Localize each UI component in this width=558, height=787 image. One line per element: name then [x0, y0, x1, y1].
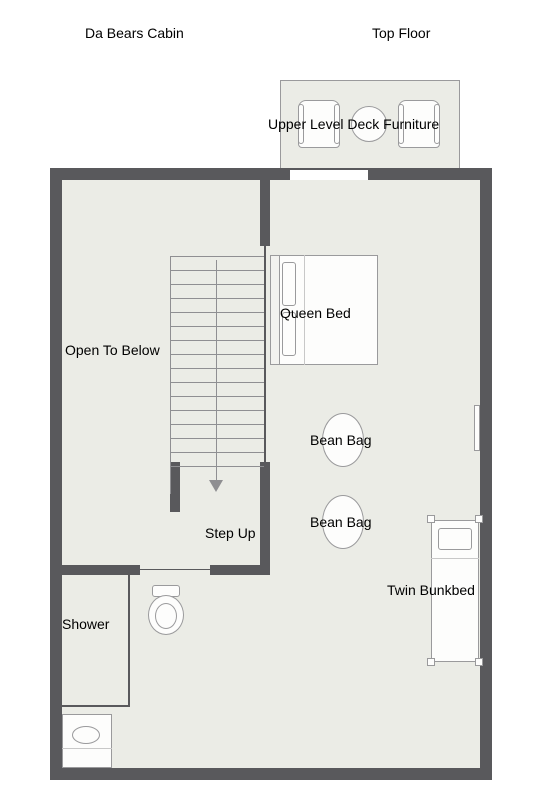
twin-fold [431, 558, 479, 559]
label-bunk: Twin Bunkbed [387, 582, 475, 598]
wall-right [480, 168, 492, 780]
label-bean2: Bean Bag [310, 514, 372, 530]
label-bean1: Bean Bag [310, 432, 372, 448]
label-open: Open To Below [65, 342, 160, 358]
wall-landing-left [170, 462, 180, 512]
twin-pillow [438, 528, 472, 550]
wall-bath-top-right [210, 565, 270, 575]
bath-door-line [140, 569, 210, 570]
wall-stair-right-upper [260, 168, 270, 246]
bunk-post-3 [427, 658, 435, 666]
label-queen: Queen Bed [280, 305, 351, 321]
shower-wall-bottom [62, 705, 130, 707]
wall-stair-right-lower [260, 462, 270, 574]
title-left: Da Bears Cabin [85, 25, 184, 41]
deck-label: Upper Level Deck Furniture [268, 116, 439, 132]
wall-top-left [50, 168, 290, 180]
wall-art [474, 405, 480, 451]
stair-right-rail-thin [264, 246, 266, 462]
title-right: Top Floor [372, 25, 430, 41]
queen-bed-head [270, 255, 280, 365]
label-step: Step Up [205, 525, 256, 541]
wall-bath-top-left [50, 565, 140, 575]
wall-left-lower [50, 574, 62, 780]
vanity-sink [72, 726, 100, 744]
deck-opening-top [290, 168, 368, 170]
bunk-post-4 [475, 658, 483, 666]
bunk-post-2 [475, 515, 483, 523]
bunk-post-1 [427, 515, 435, 523]
wall-bottom [50, 768, 492, 780]
shower-wall-right [128, 575, 130, 707]
wall-left-upper [50, 168, 62, 574]
vanity-line [62, 748, 112, 749]
queen-pillow-1 [282, 262, 296, 306]
label-shower: Shower [62, 616, 109, 632]
toilet [148, 585, 184, 635]
wall-top-right [368, 168, 492, 180]
